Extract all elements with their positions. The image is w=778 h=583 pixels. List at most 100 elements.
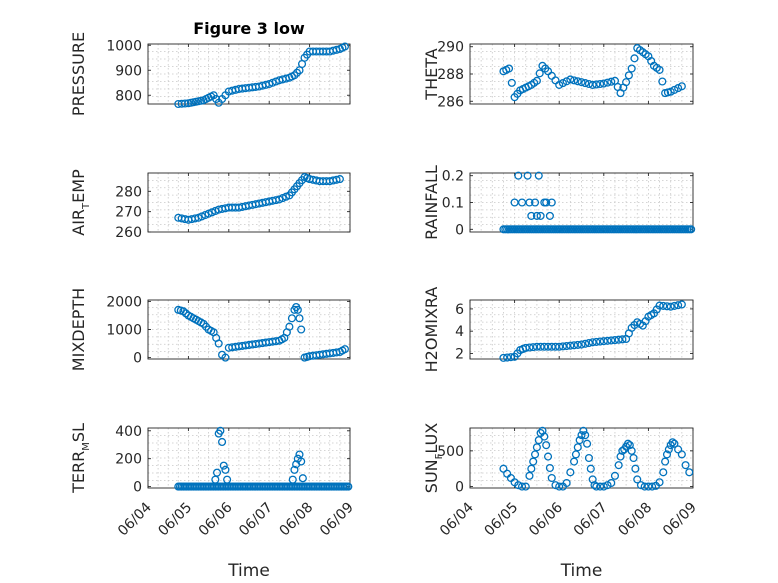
series-terr_msl [174,426,353,491]
data-point [517,482,527,491]
data-point [532,211,541,220]
data-point [547,71,556,80]
data-point [545,463,554,473]
data-point [677,300,686,309]
data-point [599,482,608,491]
grid-theta [469,44,694,104]
data-point [503,353,512,362]
y-tick-label: 2000 [106,294,142,310]
data-point [664,445,673,454]
data-point [514,481,523,490]
data-point [659,468,668,477]
data-point [603,78,612,87]
data-point [596,482,605,491]
data-point [504,64,514,73]
x-axis-label: Time [560,561,603,581]
data-point [530,450,540,459]
data-point [340,345,350,354]
panel-h2omixra: 2 4 6 H2OMIXRA [422,287,694,372]
data-point [523,171,532,180]
y-axis-label: TERRMSL [69,423,92,494]
data-point [655,301,664,310]
data-point [662,302,672,311]
panel-mixdepth: 0 1000 2000 MIXDEPTH [69,288,351,371]
data-point [529,343,538,352]
data-point [596,337,605,346]
data-point [636,481,646,490]
y-tick-label: 500 [437,444,464,460]
data-point [216,426,225,435]
y-axis-label-main: SUN [422,459,441,493]
data-point [570,457,579,466]
data-point [287,314,296,323]
data-point [614,461,623,470]
data-point [658,77,667,86]
data-point [180,99,190,108]
data-point [666,302,675,311]
data-point [614,335,623,344]
data-point [540,432,549,441]
x-tick-label: 06/06 [196,499,236,539]
data-point [577,78,586,87]
data-point [590,481,599,490]
data-point [662,450,672,459]
y-axis-label: MIXDEPTH [69,288,88,371]
x-tick-label: 06/09 [660,500,700,540]
panel-pressure: 800 900 1000 PRESSURE Figure 3 low [69,19,351,116]
data-point [629,453,638,463]
grid-pressure [147,44,351,104]
data-point [532,76,541,85]
axes-frame [147,172,351,233]
y-tick-label: 290 [437,40,464,56]
data-point [558,342,567,351]
data-point [607,336,616,345]
data-point [542,198,551,207]
y-axis-label: THETA [422,48,441,100]
data-point [681,461,690,470]
axes-frame [147,43,351,105]
data-point [627,64,636,73]
data-point [214,339,223,348]
data-point [344,482,353,491]
data-point [566,75,575,84]
data-point [575,436,584,445]
data-point [573,443,582,452]
data-point [622,78,631,87]
data-point [599,79,608,88]
data-point [298,474,307,483]
y-axis-label-main: AIR [69,209,88,236]
data-point [588,80,597,89]
chart-title: Figure 3 low [193,19,305,38]
y-tick-label: 0.1 [442,196,464,212]
y-axis-label: PRESSURE [69,32,88,116]
data-point [555,482,564,491]
y-axis-label-rest: SL [69,423,88,442]
data-point [610,336,619,345]
series-mixdepth [174,302,350,362]
data-point [573,77,582,86]
x-tick-label: 06/06 [526,499,566,539]
data-point [221,465,230,474]
data-point [525,343,534,352]
data-point [529,457,538,466]
x-tick-label: 06/05 [482,500,522,540]
data-point [221,353,230,362]
y-tick-label: 270 [115,205,142,221]
data-point [584,79,593,89]
x-tick-label: 06/07 [571,500,611,540]
y-axis-label: SUNFLUX [422,423,445,493]
y-axis-label-subscript: T [81,202,92,210]
y-tick-label: 286 [437,94,464,110]
data-point [566,341,575,350]
y-axis-label-subscript: F [434,453,445,459]
data-point [223,475,232,484]
data-point [661,457,670,466]
grid-terr_msl [147,428,351,488]
series-theta [499,44,686,102]
data-point [581,339,590,348]
panel-terr_msl: 0 200 400 06/04 06/05 06/06 06/07 06/08 06/09 Tim… [69,423,357,581]
data-point [655,65,664,74]
y-tick-label: 0 [455,480,464,496]
